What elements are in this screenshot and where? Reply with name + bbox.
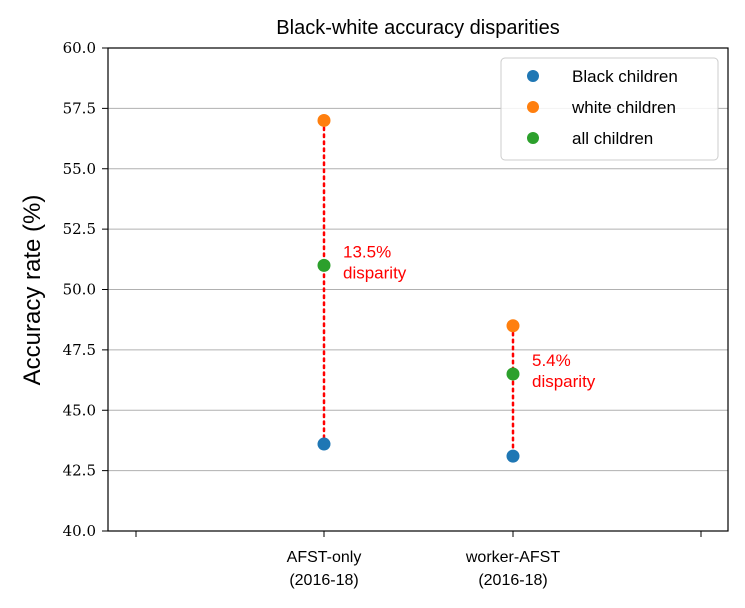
legend-marker bbox=[527, 132, 539, 144]
data-point bbox=[506, 449, 520, 463]
x-tick-label: (2016-18) bbox=[478, 572, 547, 589]
y-tick-label: 60.0 bbox=[63, 39, 96, 57]
annotation-text: 13.5% bbox=[343, 242, 391, 261]
annotations: 13.5% disparity 5.4% disparity bbox=[343, 242, 596, 391]
annotation-text: disparity bbox=[532, 372, 596, 391]
legend: Black children white children all children bbox=[500, 57, 719, 161]
x-tick-label: AFST-only bbox=[287, 549, 362, 566]
y-tick-label: 55.0 bbox=[63, 160, 96, 178]
data-point bbox=[506, 319, 520, 333]
data-point bbox=[506, 367, 520, 381]
y-tick-label: 57.5 bbox=[63, 99, 96, 117]
legend-label: white children bbox=[571, 98, 676, 117]
legend-marker bbox=[527, 101, 539, 113]
y-tick-label: 42.5 bbox=[63, 462, 96, 480]
data-point bbox=[317, 113, 331, 127]
x-axis-ticks: AFST-only (2016-18) worker-AFST (2016-18) bbox=[135, 531, 702, 589]
annotation-text: 5.4% bbox=[532, 351, 571, 370]
data-point bbox=[317, 437, 331, 451]
data-point bbox=[317, 258, 331, 272]
y-tick-label: 47.5 bbox=[63, 341, 96, 359]
legend-marker bbox=[527, 70, 539, 82]
grid-lines bbox=[108, 107, 728, 472]
y-tick-label: 52.5 bbox=[63, 220, 96, 238]
y-axis-label: Accuracy rate (%) bbox=[19, 195, 46, 386]
y-tick-label: 40.0 bbox=[63, 522, 96, 540]
legend-label: all children bbox=[572, 129, 653, 148]
y-tick-label: 50.0 bbox=[63, 281, 96, 299]
disparity-lines bbox=[322, 119, 515, 458]
annotation-text: disparity bbox=[343, 263, 407, 282]
x-tick-label: (2016-18) bbox=[289, 572, 358, 589]
y-tick-label: 45.0 bbox=[63, 401, 96, 419]
legend-label: Black children bbox=[572, 67, 678, 86]
y-axis-ticks: 40.0 42.5 45.0 47.5 50.0 52.5 55.0 57.5 60.0 bbox=[63, 39, 108, 540]
legend-box bbox=[500, 57, 719, 161]
data-points bbox=[317, 113, 520, 463]
x-tick-label: worker-AFST bbox=[465, 549, 560, 566]
chart-title: Black-white accuracy disparities bbox=[276, 17, 559, 39]
